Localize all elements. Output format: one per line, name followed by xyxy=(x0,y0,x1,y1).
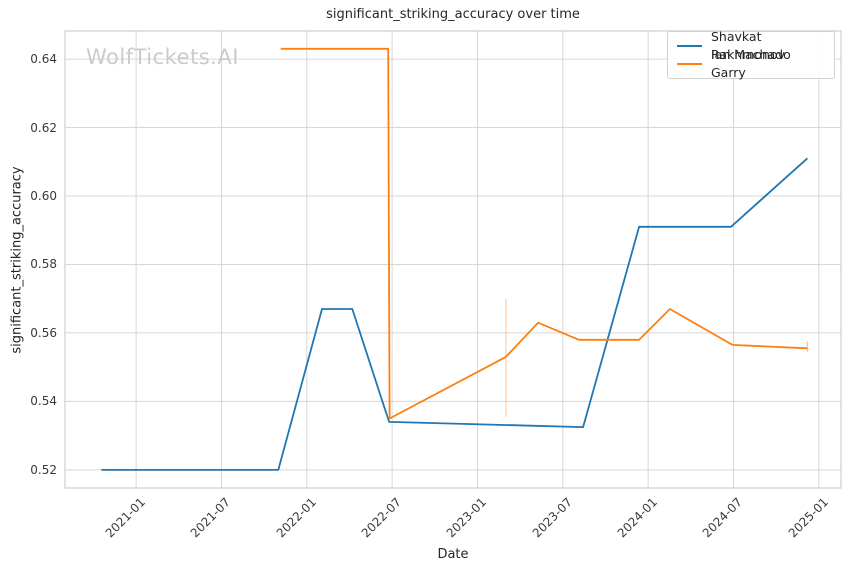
y-tick-label: 0.56 xyxy=(30,325,57,340)
y-tick-label: 0.64 xyxy=(30,52,57,67)
legend-item: Ian Machado Garry xyxy=(677,47,826,80)
series-line-shavkat-rakhmonov xyxy=(101,157,809,471)
watermark: WolfTickets.AI xyxy=(86,45,239,69)
y-tick-label: 0.60 xyxy=(30,188,57,203)
series-line-ian-machado-garry xyxy=(280,47,808,420)
chart-title: significant_striking_accuracy over time xyxy=(326,7,580,22)
legend-label: Ian Machado Garry xyxy=(711,47,791,80)
legend-line-sample-blue xyxy=(677,45,702,47)
legend-label: Shavkat Rakhmonov xyxy=(711,29,786,62)
plot-border xyxy=(64,30,842,489)
y-tick-label: 0.54 xyxy=(30,394,57,409)
x-axis-label: Date xyxy=(437,547,469,562)
y-tick-label: 0.58 xyxy=(30,257,57,272)
y-tick-label: 0.62 xyxy=(30,120,57,135)
legend-item: Shavkat Rakhmonov xyxy=(677,29,826,62)
legend: Shavkat Rakhmonov Ian Machado Garry xyxy=(667,29,835,80)
y-axis-label: significant_striking_accuracy xyxy=(9,166,25,354)
y-tick-label: 0.52 xyxy=(30,462,57,477)
legend-line-sample-orange xyxy=(677,63,702,65)
